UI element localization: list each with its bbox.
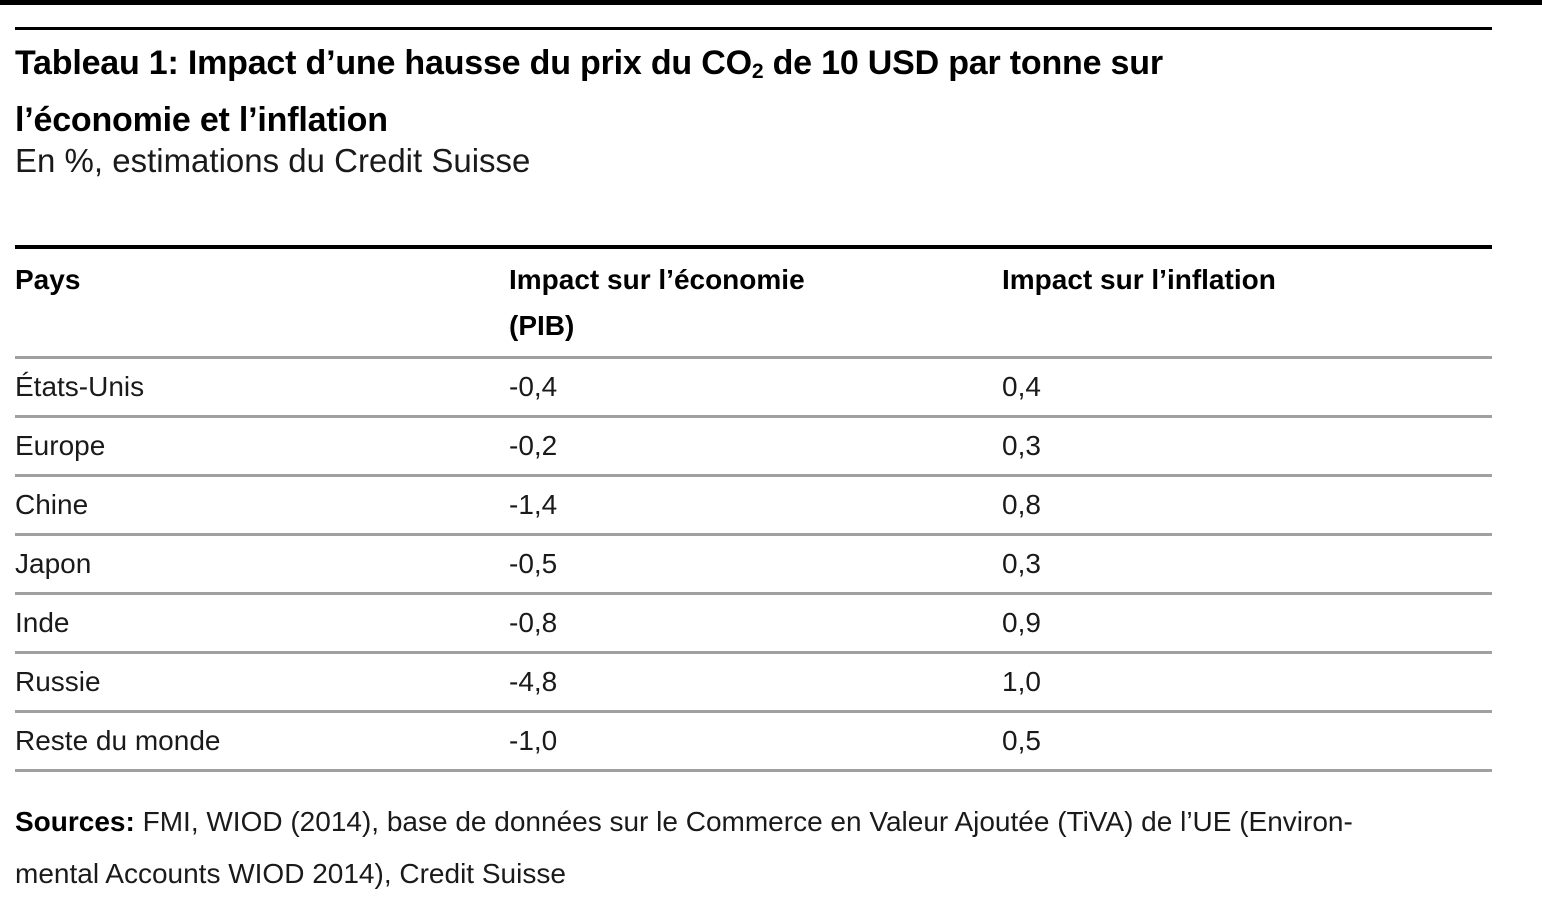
sources-label: Sources: [15,806,135,837]
gdp-impact-cell: -0,5 [509,534,1002,595]
impact-table-container: Pays Impact sur l’économie (PIB) Impact … [15,245,1492,772]
header-row: Pays Impact sur l’économie (PIB) Impact … [15,245,1492,359]
table-row: Japon -0,5 0,3 [15,534,1492,595]
inflation-impact-cell: 0,9 [1002,593,1492,654]
col-header-inflation: Impact sur l’inflation [1002,245,1492,359]
country-cell: États-Unis [15,357,509,418]
table-row: Russie -4,8 1,0 [15,652,1492,713]
inflation-impact-cell: 0,4 [1002,357,1492,418]
title-top-rule [15,27,1492,30]
inflation-impact-cell: 0,3 [1002,534,1492,595]
gdp-impact-cell: -0,4 [509,357,1002,418]
inflation-impact-cell: 0,5 [1002,711,1492,772]
table-title-text-rest: de 10 USD par tonne sur l’économie et l’… [15,44,1163,139]
col-header-economie: Impact sur l’économie (PIB) [509,245,1002,359]
table-row: Chine -1,4 0,8 [15,475,1492,536]
country-cell: Inde [15,593,509,654]
sources-text: FMI, WIOD (2014), base de données sur le… [15,806,1353,889]
table-subtitle: En %, estimations du Credit Suisse [15,142,531,179]
table-row: États-Unis -0,4 0,4 [15,357,1492,418]
impact-table: Pays Impact sur l’économie (PIB) Impact … [15,245,1492,772]
table-row: Reste du monde -1,0 0,5 [15,711,1492,772]
country-cell: Russie [15,652,509,713]
co2-subscript: 2 [751,59,764,83]
gdp-impact-cell: -4,8 [509,652,1002,713]
gdp-impact-cell: -0,8 [509,593,1002,654]
country-cell: Chine [15,475,509,536]
table-title: Tableau 1: Impact d’une hausse du prix d… [15,39,1535,144]
table-row: Inde -0,8 0,9 [15,593,1492,654]
gdp-impact-cell: -1,0 [509,711,1002,772]
gdp-impact-cell: -1,4 [509,475,1002,536]
sources-note: Sources: FMI, WIOD (2014), base de donné… [15,796,1542,900]
inflation-impact-cell: 0,8 [1002,475,1492,536]
inflation-impact-cell: 1,0 [1002,652,1492,713]
page-top-bar [0,0,1542,5]
inflation-impact-cell: 0,3 [1002,416,1492,477]
country-cell: Europe [15,416,509,477]
country-cell: Japon [15,534,509,595]
table-title-text: Tableau 1: Impact d’une hausse du prix d… [15,44,752,82]
table-row: Europe -0,2 0,3 [15,416,1492,477]
gdp-impact-cell: -0,2 [509,416,1002,477]
country-cell: Reste du monde [15,711,509,772]
col-header-pays: Pays [15,245,509,359]
